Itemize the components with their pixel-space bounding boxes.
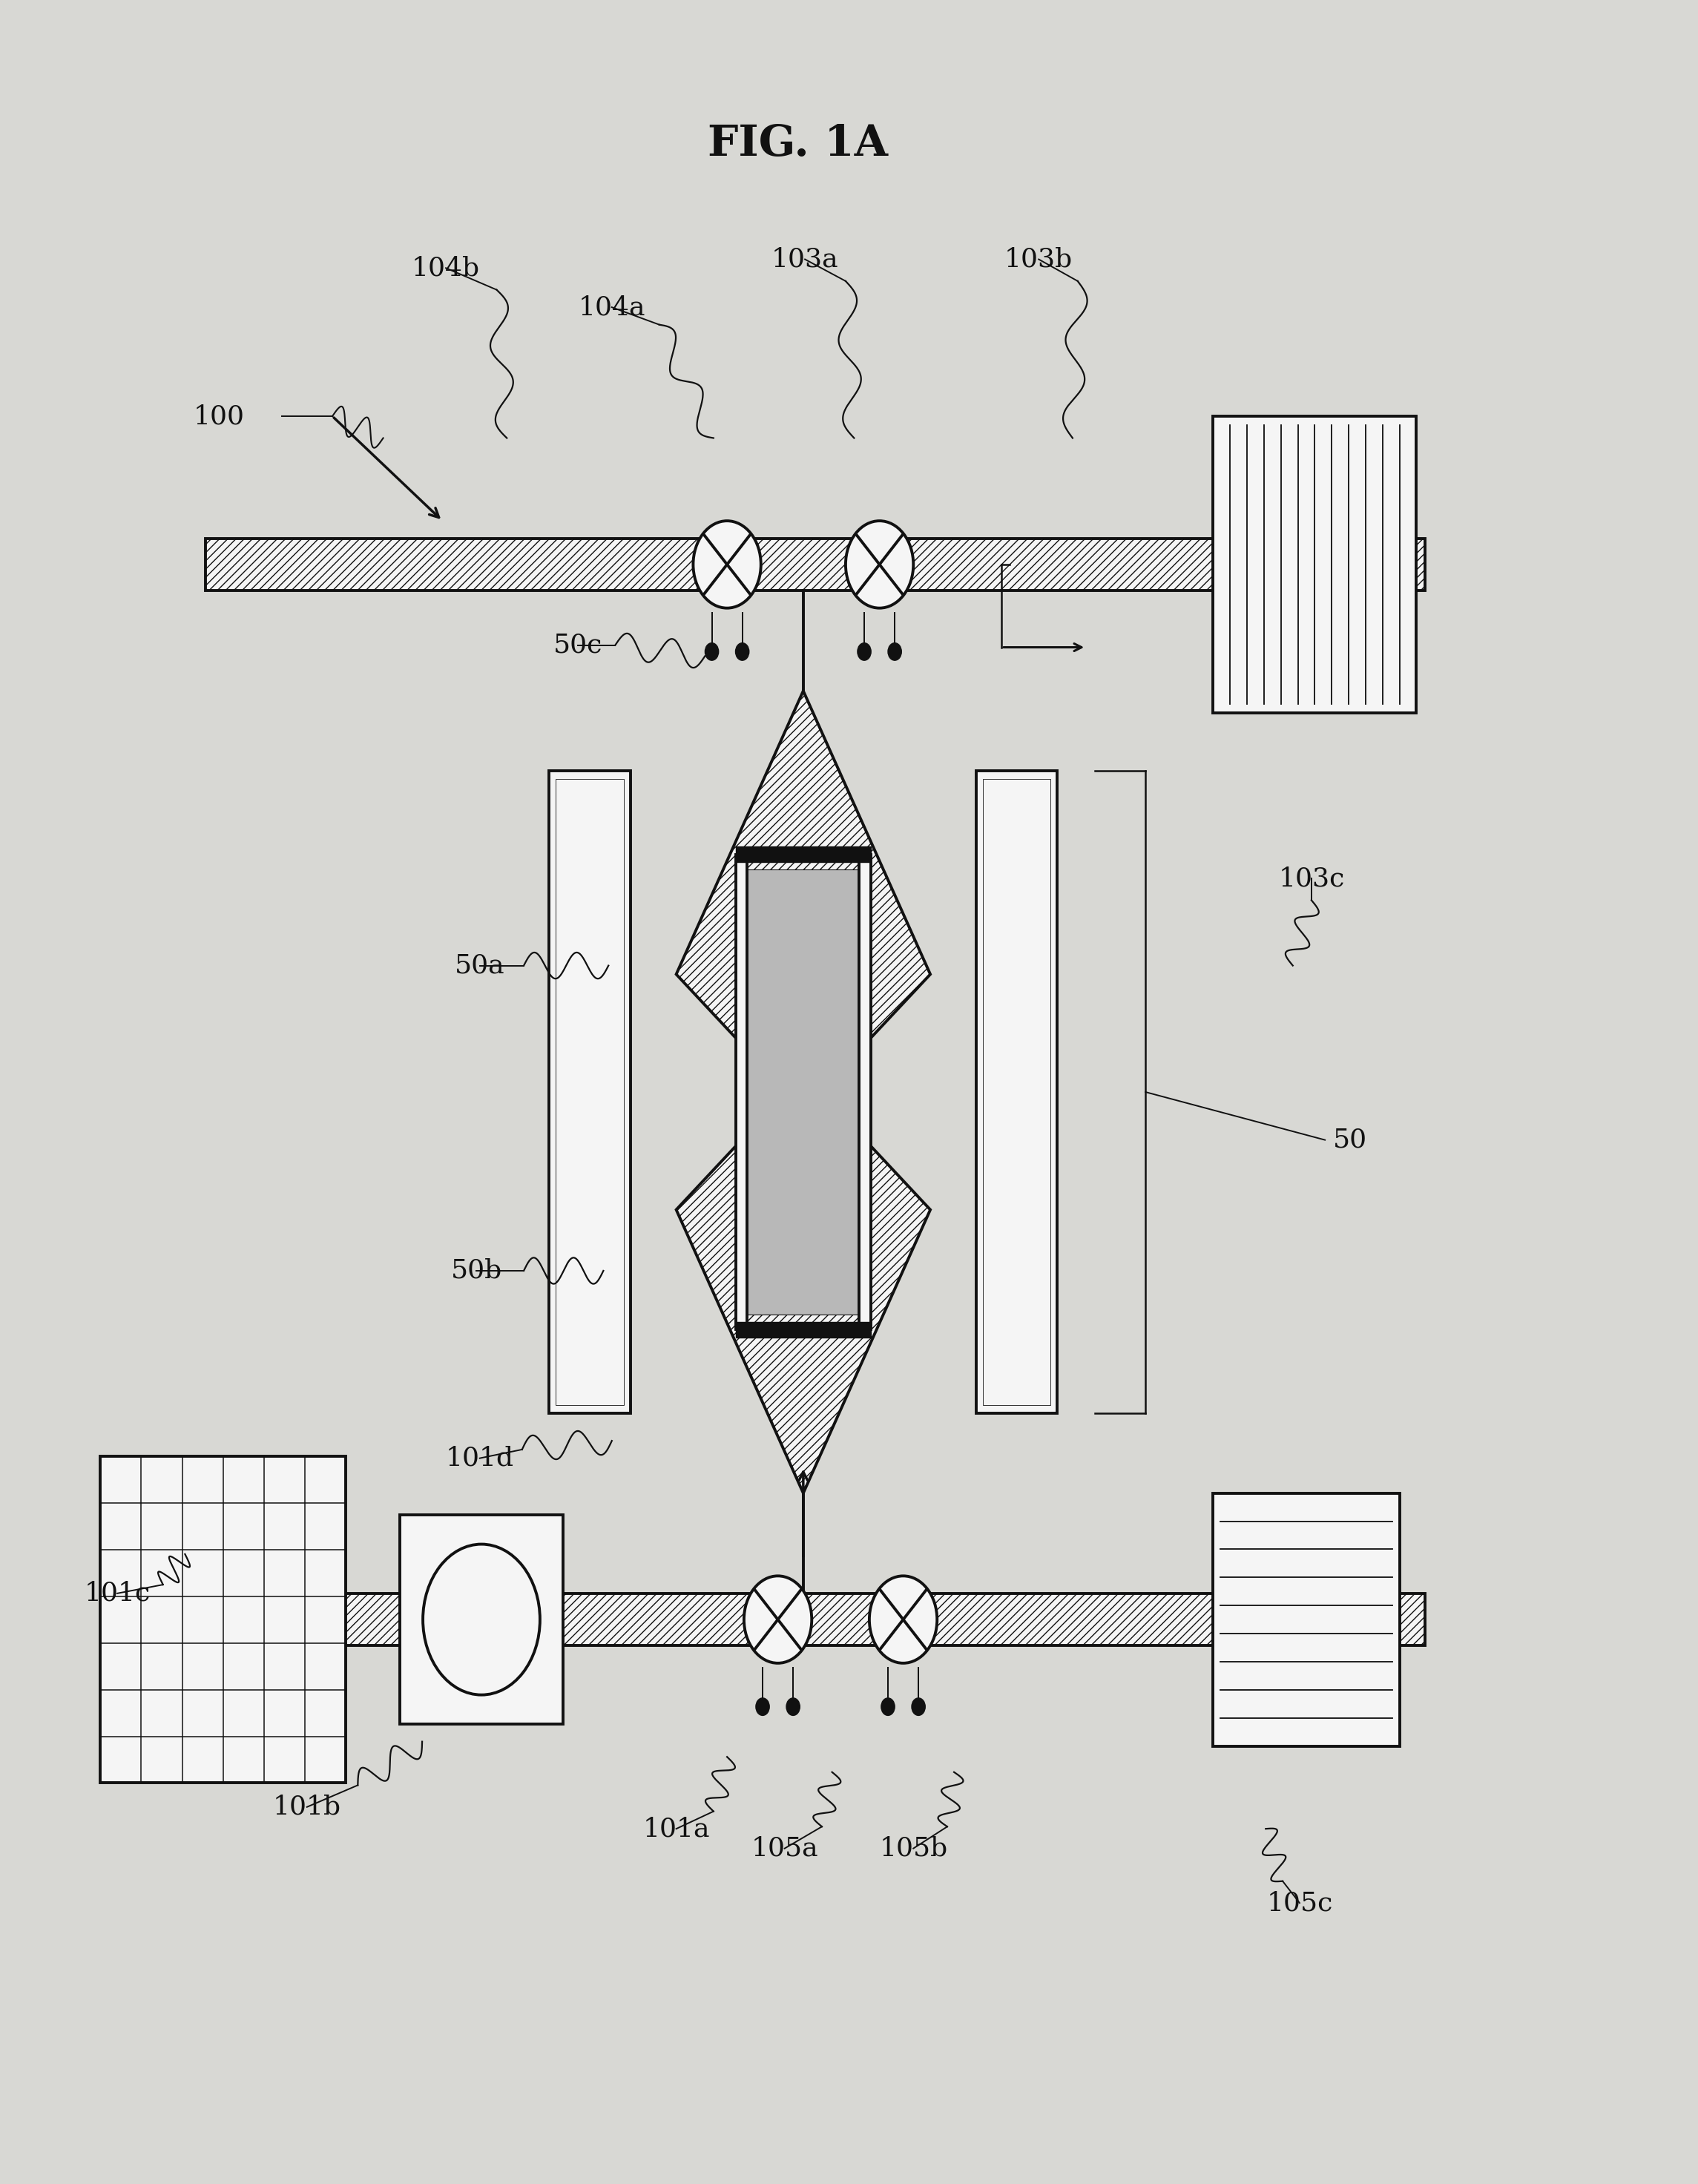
Circle shape (705, 642, 718, 660)
Circle shape (693, 520, 761, 607)
Text: 105c: 105c (1267, 1891, 1333, 1915)
Circle shape (881, 1697, 895, 1714)
Circle shape (912, 1697, 925, 1714)
Bar (735, 847, 871, 863)
Polygon shape (205, 537, 1425, 590)
Circle shape (786, 1697, 800, 1714)
Text: 105a: 105a (751, 1837, 818, 1861)
Text: 101d: 101d (445, 1446, 514, 1470)
Text: 103c: 103c (1279, 865, 1345, 891)
Circle shape (869, 1577, 937, 1664)
Circle shape (423, 1544, 540, 1695)
Bar (976, 771, 1058, 1413)
Circle shape (735, 642, 749, 660)
Text: FIG. 1A: FIG. 1A (708, 122, 888, 164)
Bar (735, 1321, 871, 1337)
Bar (100, 1457, 346, 1782)
Text: 104b: 104b (411, 256, 481, 280)
Text: 50a: 50a (455, 952, 504, 978)
Text: 50: 50 (1333, 1127, 1367, 1153)
Bar (983, 780, 1051, 1404)
Bar (1212, 417, 1416, 712)
Polygon shape (205, 1594, 1425, 1647)
Text: 103b: 103b (1005, 247, 1073, 271)
Text: 50b: 50b (450, 1258, 503, 1284)
Text: 100: 100 (194, 404, 245, 428)
Bar (859, 854, 871, 1330)
Polygon shape (676, 690, 931, 1494)
Circle shape (846, 520, 914, 607)
Text: 101b: 101b (273, 1795, 341, 1819)
Text: 101c: 101c (85, 1581, 151, 1605)
Text: 105b: 105b (880, 1837, 947, 1861)
Circle shape (744, 1577, 812, 1664)
Bar (548, 771, 630, 1413)
Text: 101a: 101a (642, 1817, 710, 1841)
Text: 104a: 104a (579, 295, 645, 319)
Bar (401, 1516, 562, 1723)
Circle shape (888, 642, 902, 660)
Bar (735, 854, 747, 1330)
Circle shape (857, 642, 871, 660)
Bar (1212, 1494, 1399, 1745)
Text: 103a: 103a (771, 247, 839, 271)
Bar (555, 780, 623, 1404)
Circle shape (756, 1697, 769, 1714)
Text: 50c: 50c (554, 633, 603, 657)
Bar (747, 869, 859, 1315)
